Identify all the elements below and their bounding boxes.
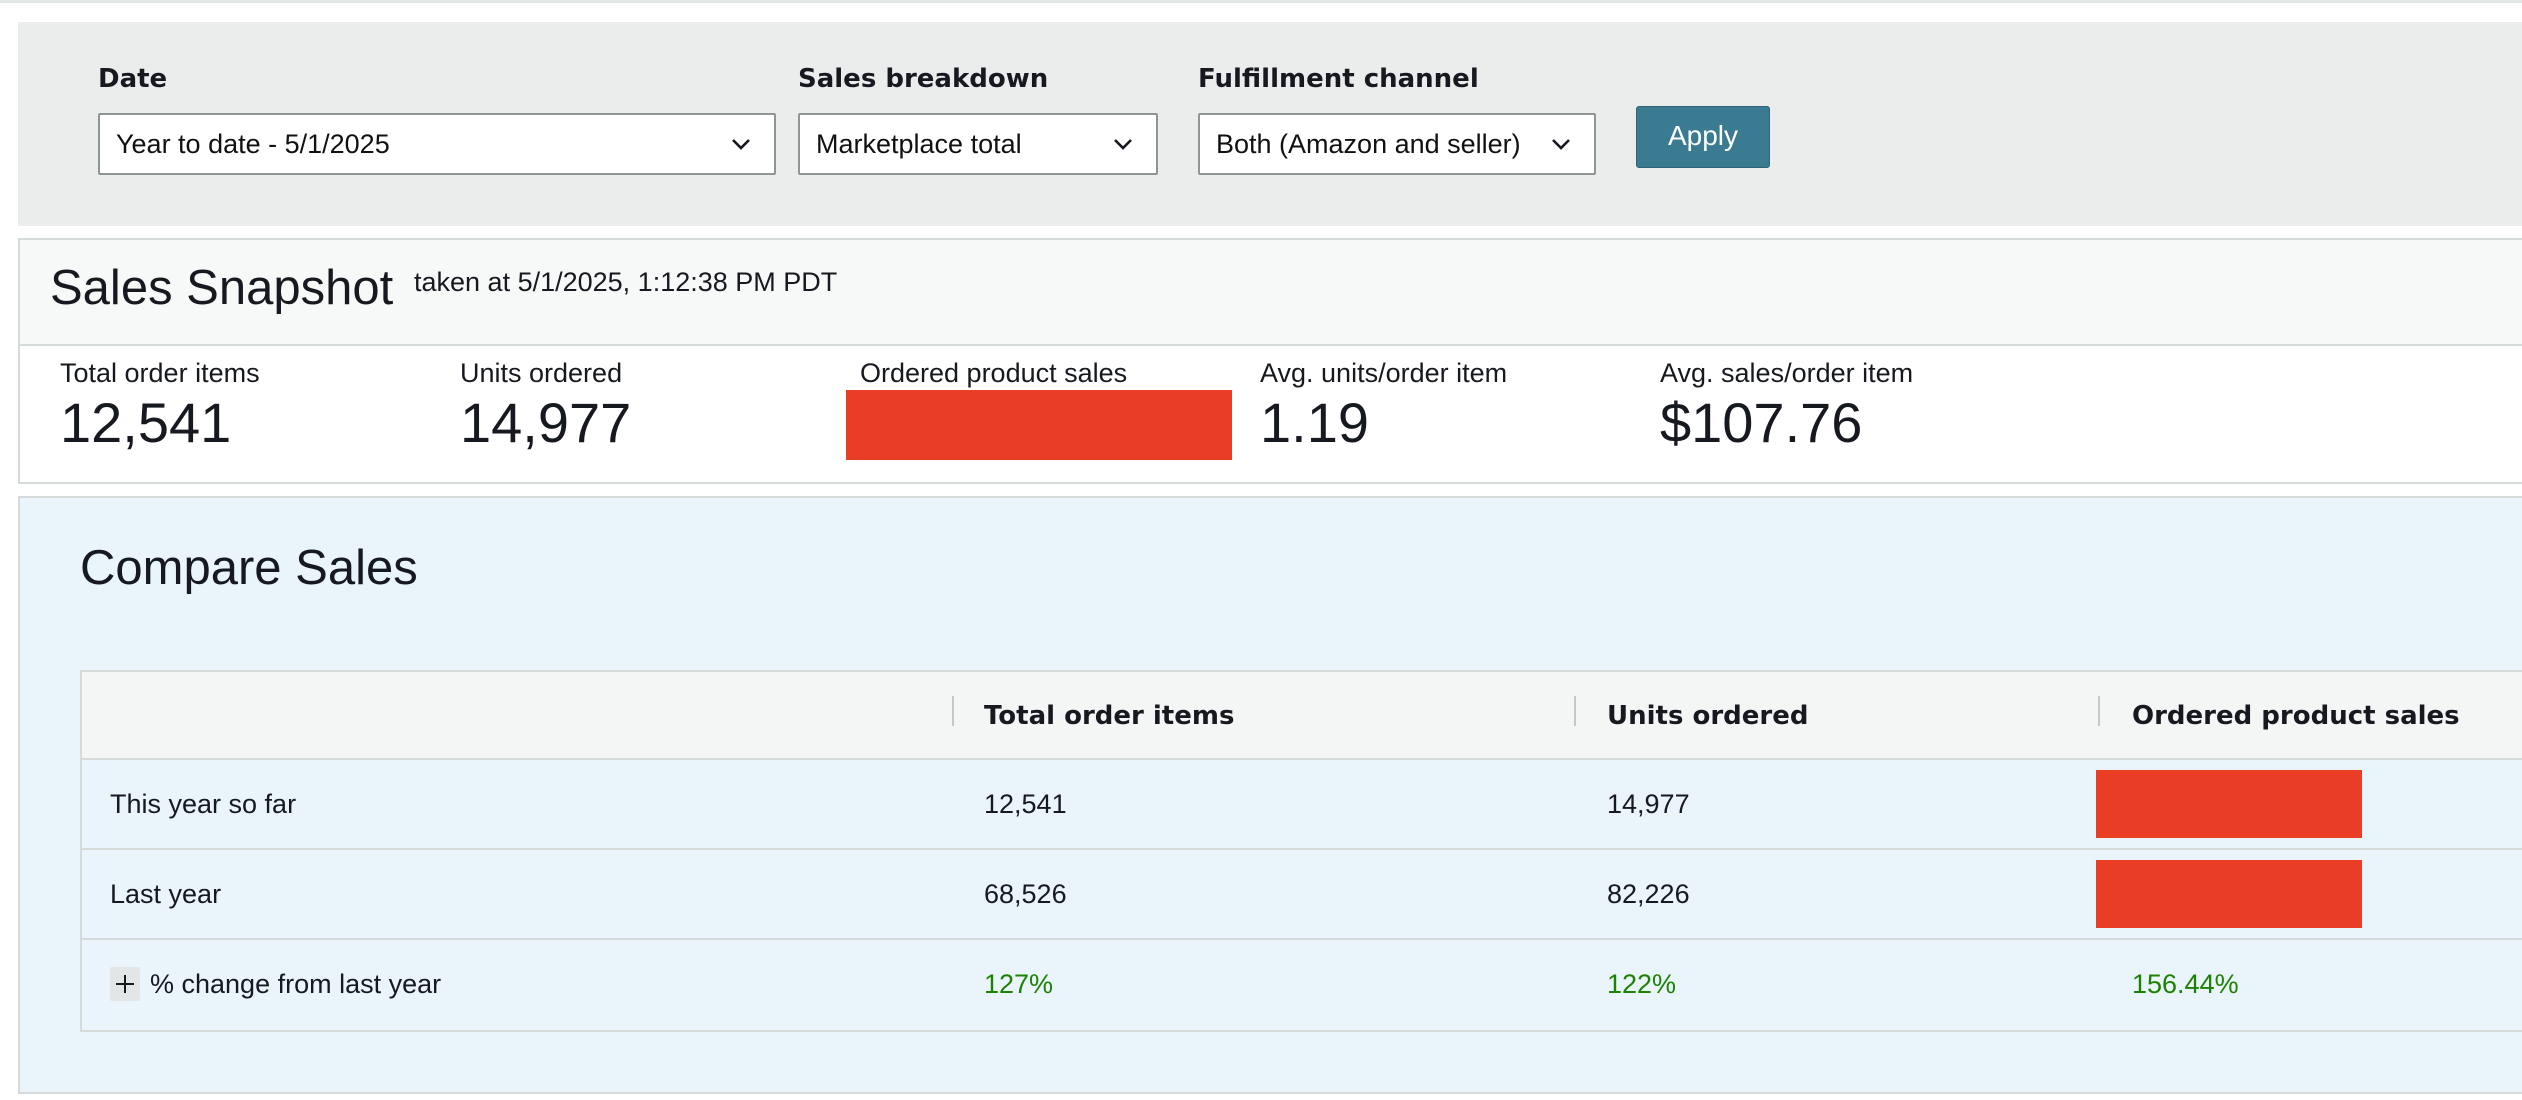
top-divider: [0, 0, 2522, 3]
date-filter: Date: [98, 62, 167, 96]
row-label: This year so far: [110, 789, 297, 819]
chevron-down-icon: [1114, 139, 1132, 150]
compare-sales-table: Total order items Units ordered Ordered …: [80, 670, 2522, 1032]
redacted-ordered-product-sales: [2096, 860, 2362, 928]
metric-label: Total order items: [60, 358, 260, 388]
sales-breakdown-filter: Sales breakdown: [798, 62, 1048, 96]
sales-snapshot-title: Sales Snapshot: [50, 261, 394, 315]
metric-total-order-items: Total order items 12,541: [60, 356, 260, 456]
column-divider: [1574, 696, 1576, 726]
row-label: % change from last year: [150, 969, 442, 999]
metric-value: 14,977: [460, 391, 632, 454]
date-select[interactable]: Year to date - 5/1/2025: [98, 113, 776, 175]
cell-units-ordered: 14,977: [1607, 789, 1690, 819]
cell-total-order-items-change: 127%: [984, 969, 1054, 999]
metric-value: $107.76: [1660, 391, 1863, 454]
date-select-value: Year to date - 5/1/2025: [116, 129, 390, 159]
plus-icon[interactable]: [110, 967, 140, 1001]
filter-bar: Date Year to date - 5/1/2025 Sales break…: [18, 22, 2522, 226]
chevron-down-icon: [732, 139, 750, 150]
cell-total-order-items: 12,541: [984, 789, 1067, 819]
sales-breakdown-label: Sales breakdown: [798, 64, 1049, 94]
sales-snapshot-card: Sales Snapshot taken at 5/1/2025, 1:12:3…: [18, 238, 2522, 484]
compare-sales-card: Compare Sales Total order items Units or…: [18, 496, 2522, 1094]
table-header: Total order items Units ordered Ordered …: [82, 672, 2522, 760]
metric-avg-units-per-order-item: Avg. units/order item 1.19: [1260, 356, 1507, 456]
sales-breakdown-select[interactable]: Marketplace total: [798, 113, 1158, 175]
metric-value: 1.19: [1260, 391, 1369, 454]
chevron-down-icon: [1552, 139, 1570, 150]
row-label: Last year: [110, 879, 222, 909]
sales-snapshot-header: Sales Snapshot taken at 5/1/2025, 1:12:3…: [20, 240, 2522, 346]
redacted-ordered-product-sales: [2096, 770, 2362, 838]
column-header-total-order-items: Total order items: [984, 701, 1235, 731]
metric-label: Avg. units/order item: [1260, 358, 1508, 388]
cell-units-ordered: 82,226: [1607, 879, 1690, 909]
fulfillment-channel-filter: Fulfillment channel: [1198, 62, 1479, 96]
cell-total-order-items: 68,526: [984, 879, 1067, 909]
snapshot-timestamp: taken at 5/1/2025, 1:12:38 PM PDT: [414, 267, 838, 297]
column-divider: [952, 696, 954, 726]
table-row-this-year: This year so far 12,541 14,977: [82, 760, 2522, 850]
fulfillment-channel-select-value: Both (Amazon and seller): [1216, 129, 1521, 159]
metric-label: Avg. sales/order item: [1660, 358, 1914, 388]
metric-units-ordered: Units ordered 14,977: [460, 356, 631, 456]
table-row-last-year: Last year 68,526 82,226: [82, 850, 2522, 940]
metric-ordered-product-sales: Ordered product sales: [860, 356, 1127, 390]
compare-sales-title: Compare Sales: [80, 541, 418, 595]
redacted-ordered-product-sales: [846, 390, 1232, 460]
sales-breakdown-select-value: Marketplace total: [816, 129, 1022, 159]
fulfillment-channel-label: Fulfillment channel: [1198, 64, 1479, 94]
metric-label: Units ordered: [460, 358, 623, 388]
date-label: Date: [98, 64, 168, 94]
metric-avg-sales-per-order-item: Avg. sales/order item $107.76: [1660, 356, 1913, 456]
apply-button[interactable]: Apply: [1636, 106, 1770, 168]
metric-value: 12,541: [60, 391, 232, 454]
column-divider: [2098, 696, 2100, 726]
cell-units-ordered-change: 122%: [1607, 969, 1677, 999]
fulfillment-channel-select[interactable]: Both (Amazon and seller): [1198, 113, 1596, 175]
table-row-percent-change: % change from last year 127% 122% 156.44…: [82, 940, 2522, 1030]
cell-ordered-product-sales-change: 156.44%: [2132, 969, 2239, 999]
column-header-units-ordered: Units ordered: [1607, 701, 1809, 731]
column-header-ordered-product-sales: Ordered product sales: [2132, 701, 2460, 731]
metric-label: Ordered product sales: [860, 358, 1128, 388]
